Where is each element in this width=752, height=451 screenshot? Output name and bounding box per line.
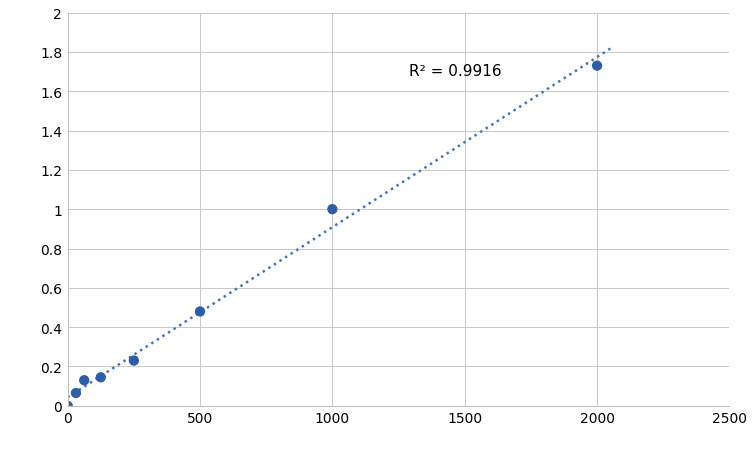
Point [326, 206, 338, 213]
Point [194, 308, 206, 315]
Point [591, 63, 603, 70]
Point [62, 402, 74, 410]
Point [70, 390, 82, 397]
Point [128, 357, 140, 364]
Point [78, 377, 90, 384]
Point [95, 374, 107, 381]
Text: R² = 0.9916: R² = 0.9916 [409, 64, 502, 79]
